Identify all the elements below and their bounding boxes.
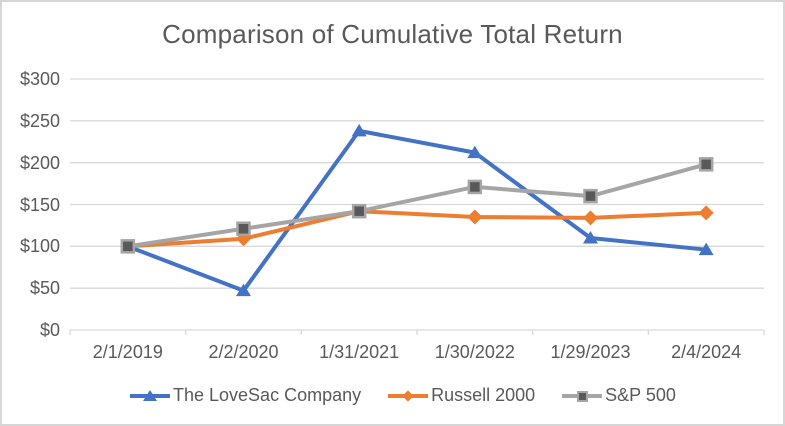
data-marker-square <box>467 179 483 195</box>
data-marker-square <box>120 239 136 254</box>
data-marker-square <box>351 203 367 219</box>
x-axis-label: 2/4/2024 <box>671 342 742 362</box>
data-marker-square <box>236 221 251 237</box>
data-marker-square <box>583 188 598 204</box>
y-tick-label: $50 <box>29 278 60 299</box>
series-line-s-p-500 <box>125 162 709 249</box>
data-marker-triangle <box>698 242 714 256</box>
y-tick-label: $100 <box>19 236 60 257</box>
chart-title: Comparison of Cumulative Total Return <box>162 19 623 49</box>
legend-swatch-diamond-icon <box>388 388 429 403</box>
data-marker-triangle <box>583 230 598 244</box>
y-tick-label: $300 <box>19 69 60 89</box>
data-marker-triangle <box>236 283 251 297</box>
x-axis-label: 1/31/2021 <box>319 342 400 362</box>
data-marker-triangle <box>467 145 483 159</box>
x-axis-label: 2/1/2019 <box>92 342 163 362</box>
data-marker-diamond <box>583 210 598 226</box>
series-line-russell-2000 <box>125 209 709 249</box>
data-marker-diamond <box>698 205 714 221</box>
legend-swatch-square-icon <box>562 388 603 403</box>
legend-label: Russell 2000 <box>431 385 536 405</box>
legend: The LoveSac Company Russell 2000 S&P 500 <box>130 385 676 406</box>
legend-label: S&P 500 <box>605 385 676 405</box>
x-axis-label: 1/30/2022 <box>434 342 515 362</box>
data-marker-triangle <box>351 123 367 137</box>
data-marker-square <box>698 157 714 172</box>
legend-swatch-triangle-icon <box>130 388 170 403</box>
series-line-the-lovesac-company <box>125 128 709 293</box>
x-axis-label: 1/29/2023 <box>550 342 631 362</box>
legend-item: Russell 2000 <box>388 385 535 406</box>
y-tick-label: $0 <box>39 320 60 340</box>
legend-item: The LoveSac Company <box>130 385 361 406</box>
legend-item: S&P 500 <box>562 385 676 406</box>
legend-label: The LoveSac Company <box>173 385 362 405</box>
data-marker-diamond <box>467 209 483 225</box>
y-tick-label: $250 <box>19 110 60 131</box>
x-axis-label: 2/2/2020 <box>208 342 279 362</box>
y-tick-label: $200 <box>19 152 60 173</box>
y-tick-label: $150 <box>19 194 60 215</box>
